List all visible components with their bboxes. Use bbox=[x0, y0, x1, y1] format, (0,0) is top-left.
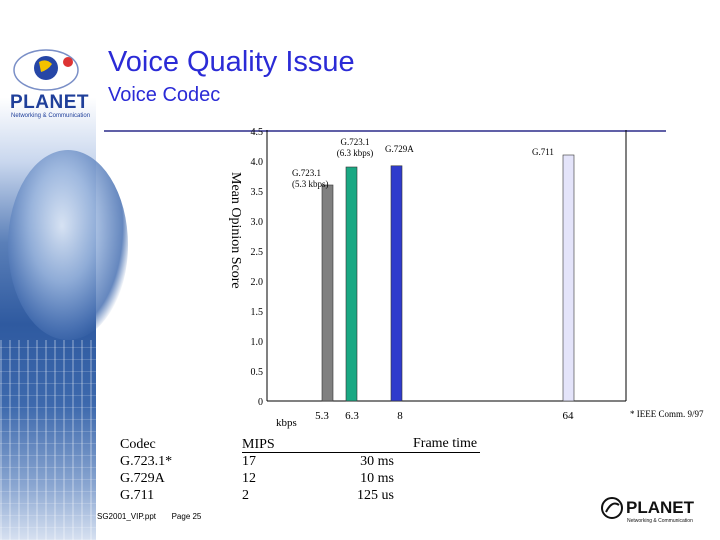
bar-g-711 bbox=[562, 154, 575, 402]
globe-graphic bbox=[8, 150, 128, 340]
bar-g-723-1-6-3-kbps bbox=[345, 166, 358, 402]
codec-header: Codec bbox=[120, 437, 156, 452]
frame-row: 30 ms bbox=[360, 454, 394, 469]
bar-data-label: G.711 bbox=[532, 147, 554, 157]
bar-labels-group: G.723.1(5.3 kbps)G.723.1(6.3 kbps) G.729A… bbox=[292, 137, 554, 189]
y-tick-label: 4.0 bbox=[251, 157, 264, 168]
bar-data-label: G.729A bbox=[385, 144, 414, 154]
mips-row: 2 bbox=[242, 488, 249, 503]
frame-time-column: 30 ms 10 ms 125 us bbox=[330, 453, 394, 504]
footer-logo-text: PLANET bbox=[626, 498, 695, 517]
y-tick-label: 1.0 bbox=[251, 337, 264, 348]
bar-data-label: (5.3 kbps) bbox=[292, 179, 329, 189]
y-tick-label: 0.5 bbox=[251, 367, 264, 378]
y-tick-label: 3.0 bbox=[251, 217, 264, 228]
x-axis-label: kbps bbox=[276, 417, 297, 429]
mips-row: 17 bbox=[242, 454, 256, 469]
frame-row: 10 ms bbox=[360, 471, 394, 486]
codec-column: Codec G.723.1* G.729A G.711 bbox=[120, 436, 172, 504]
x-tick-label: 5.3 bbox=[315, 410, 329, 422]
sidebar-background: PLANET Networking & Communication bbox=[0, 0, 128, 540]
footer-page: Page 25 bbox=[171, 512, 202, 521]
frame-row: 125 us bbox=[357, 488, 394, 503]
y-tick-label: 4.5 bbox=[251, 127, 264, 138]
y-tick-label: 1.5 bbox=[251, 307, 264, 318]
bars-group bbox=[321, 154, 575, 402]
table-header-rule bbox=[242, 452, 480, 453]
x-tick-labels: 5.3 6.3 8 64 bbox=[315, 410, 574, 422]
bar-data-label: G.723.1 bbox=[341, 137, 370, 147]
planet-footer-logo-icon: PLANET Networking & Communication bbox=[601, 497, 695, 524]
circuit-graphic bbox=[0, 340, 96, 540]
planet-logo-text: PLANET bbox=[10, 92, 89, 113]
bar-data-label: (6.3 kbps) bbox=[337, 148, 374, 158]
y-tick-label: 0 bbox=[258, 397, 263, 408]
mips-header: MIPS bbox=[242, 437, 275, 452]
mips-row: 12 bbox=[242, 471, 256, 486]
source-note: * IEEE Comm. 9/97 bbox=[630, 409, 704, 419]
y-tick-labels: 0 0.5 1.0 1.5 2.0 2.5 3.0 3.5 4.0 4.5 bbox=[251, 127, 264, 408]
mips-column: MIPS 17 12 2 bbox=[242, 436, 275, 504]
footer-logo-subtext: Networking & Communication bbox=[627, 518, 693, 524]
x-tick-label: 64 bbox=[563, 410, 575, 422]
y-axis-label: Mean Opinion Score bbox=[228, 172, 243, 289]
page-subtitle: Voice Codec bbox=[108, 84, 221, 106]
codec-row: G.723.1* bbox=[120, 454, 173, 469]
footer: SG2001_VIP.ppt Page 25 bbox=[97, 512, 201, 521]
codec-row: G.711 bbox=[120, 488, 155, 503]
footer-file: SG2001_VIP.ppt bbox=[97, 512, 157, 521]
y-tick-label: 3.5 bbox=[251, 187, 264, 198]
page-title: Voice Quality Issue bbox=[108, 46, 355, 78]
bar-g-723-1-5-3-kbps bbox=[321, 184, 334, 402]
bar-data-label: G.723.1 bbox=[292, 168, 321, 178]
y-tick-label: 2.0 bbox=[251, 277, 264, 288]
planet-emblem-icon bbox=[13, 49, 79, 91]
x-tick-label: 6.3 bbox=[345, 410, 359, 422]
y-tick-label: 2.5 bbox=[251, 247, 264, 258]
frame-time-header: Frame time bbox=[413, 436, 478, 451]
codec-row: G.729A bbox=[120, 471, 165, 486]
bar-g-729a bbox=[390, 165, 403, 402]
x-tick-label: 8 bbox=[397, 410, 403, 422]
planet-logo-subtext: Networking & Communication bbox=[11, 113, 91, 119]
